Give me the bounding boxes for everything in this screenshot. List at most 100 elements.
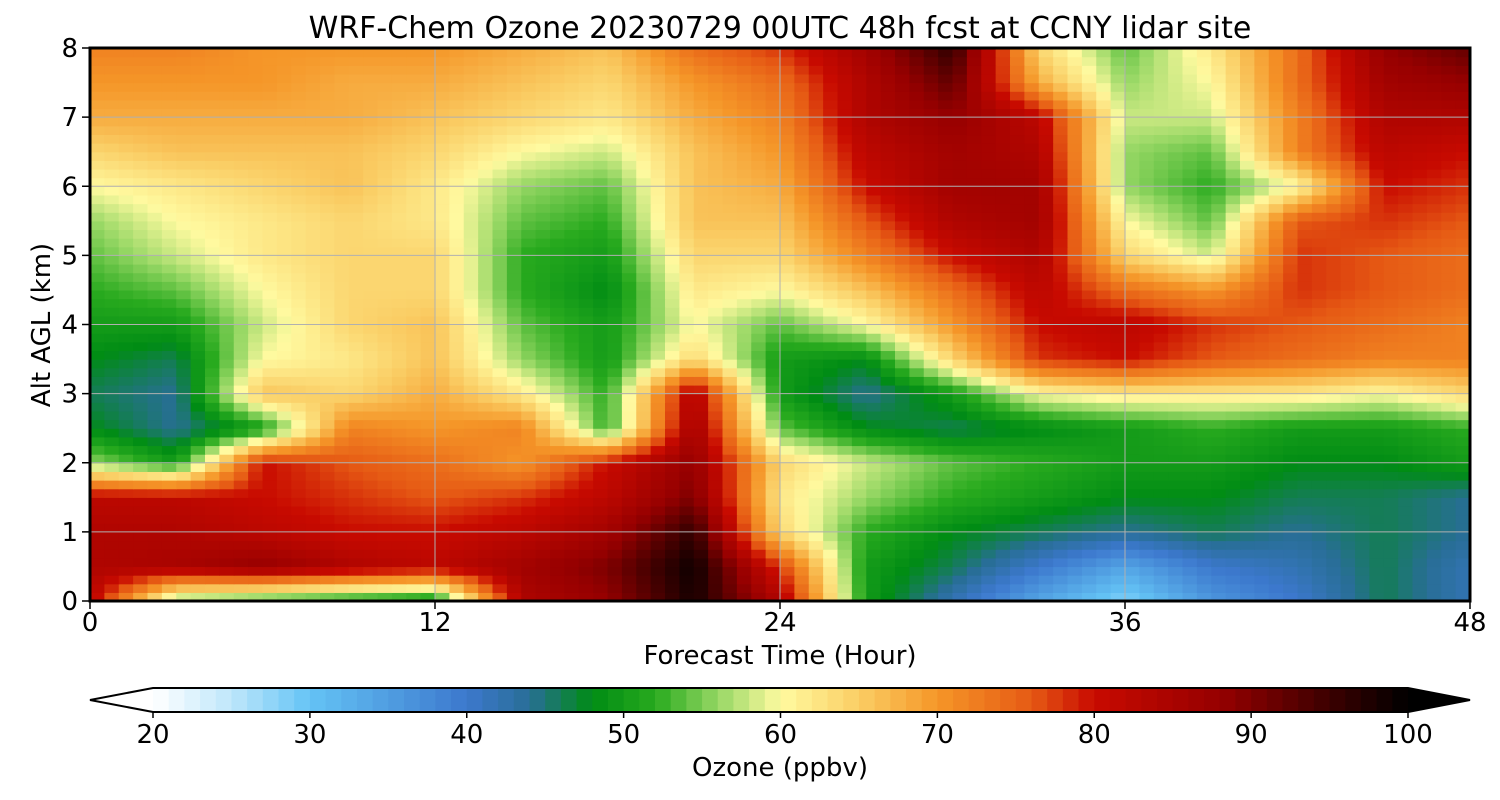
heatmap-cell — [780, 359, 795, 369]
heatmap-cell — [535, 505, 551, 516]
heatmap-cell — [593, 488, 609, 498]
heatmap-cell — [895, 160, 910, 170]
heatmap-cell — [1369, 445, 1385, 455]
heatmap-cell — [233, 583, 249, 593]
heatmap-cell — [521, 203, 537, 213]
heatmap-cell — [794, 272, 810, 282]
heatmap-cell — [1024, 523, 1040, 533]
heatmap-cell — [219, 583, 235, 593]
heatmap-cell — [262, 298, 278, 308]
heatmap-cell — [1283, 307, 1299, 317]
heatmap-cell — [995, 497, 1011, 507]
heatmap-cell — [1096, 436, 1112, 447]
heatmap-cell — [1326, 307, 1342, 317]
heatmap-cell — [880, 160, 896, 170]
heatmap-cell — [1297, 341, 1313, 352]
heatmap-cell — [765, 376, 781, 386]
heatmap-cell — [966, 393, 982, 403]
heatmap-cell — [909, 160, 925, 170]
heatmap-cell — [1110, 212, 1126, 222]
heatmap-cell — [1081, 402, 1097, 412]
heatmap-cell — [377, 384, 393, 395]
heatmap-cell — [880, 523, 896, 533]
heatmap-cell — [952, 333, 968, 343]
heatmap-cell — [205, 488, 220, 498]
heatmap-cell — [161, 264, 177, 274]
heatmap-cell — [205, 341, 220, 352]
heatmap-cell — [1412, 376, 1428, 386]
heatmap-cell — [1067, 488, 1083, 498]
heatmap-cell — [693, 462, 709, 472]
heatmap-cell — [578, 315, 594, 326]
heatmap-cell — [1182, 281, 1198, 291]
heatmap-cell — [909, 341, 925, 352]
heatmap-cell — [276, 350, 292, 360]
heatmap-cell — [808, 393, 824, 403]
heatmap-cell — [780, 151, 795, 161]
heatmap-cell — [765, 359, 781, 369]
heatmap-cell — [995, 436, 1011, 447]
heatmap-cell — [305, 367, 321, 377]
heatmap-cell — [621, 359, 637, 369]
heatmap-cell — [665, 177, 680, 187]
heatmap-cell — [377, 480, 393, 490]
heatmap-cell — [1326, 212, 1342, 222]
heatmap-cell — [607, 264, 623, 274]
heatmap-cell — [880, 177, 896, 187]
heatmap-cell — [909, 480, 925, 490]
heatmap-cell — [1426, 402, 1442, 412]
heatmap-cell — [348, 436, 364, 447]
heatmap-cell — [722, 531, 738, 542]
heatmap-cell — [1355, 194, 1370, 205]
heatmap-cell — [147, 281, 163, 291]
heatmap-cell — [952, 566, 968, 576]
heatmap-cell — [521, 471, 537, 481]
heatmap-cell — [1297, 220, 1313, 231]
heatmap-cell — [1340, 531, 1356, 542]
heatmap-cell — [1211, 505, 1227, 516]
heatmap-cell — [219, 393, 235, 403]
heatmap-cell — [1211, 151, 1227, 161]
heatmap-cell — [765, 393, 781, 403]
heatmap-cell — [1067, 583, 1083, 593]
heatmap-cell — [1038, 238, 1054, 248]
heatmap-cell — [1426, 410, 1442, 421]
heatmap-cell — [463, 324, 479, 334]
heatmap-cell — [176, 428, 192, 438]
heatmap-cell — [1240, 315, 1255, 326]
heatmap-cell — [348, 480, 364, 490]
heatmap-cell — [320, 315, 335, 326]
heatmap-cell — [837, 177, 853, 187]
heatmap-cell — [377, 505, 393, 516]
heatmap-cell — [550, 531, 565, 542]
heatmap-cell — [1139, 583, 1155, 593]
heatmap-cell — [449, 289, 465, 300]
heatmap-cell — [334, 428, 350, 438]
heatmap-cell — [780, 393, 795, 403]
heatmap-cell — [291, 194, 307, 205]
heatmap-cell — [1139, 359, 1155, 369]
heatmap-cell — [607, 384, 623, 395]
heatmap-cell — [1311, 194, 1327, 205]
heatmap-cell — [391, 177, 407, 187]
heatmap-cell — [391, 203, 407, 213]
heatmap-cell — [1240, 592, 1255, 601]
heatmap-cell — [923, 376, 939, 386]
heatmap-cell — [1412, 272, 1428, 282]
heatmap-cell — [823, 488, 839, 498]
heatmap-cell — [1297, 428, 1313, 438]
heatmap-cell — [550, 359, 565, 369]
heatmap-cell — [1053, 384, 1069, 395]
heatmap-cell — [1297, 393, 1313, 403]
heatmap-cell — [478, 540, 494, 550]
heatmap-cell — [118, 376, 134, 386]
heatmap-cell — [1283, 238, 1299, 248]
heatmap-cell — [478, 194, 494, 205]
heatmap-cell — [1125, 203, 1140, 213]
heatmap-cell — [952, 402, 968, 412]
heatmap-cell — [248, 203, 264, 213]
heatmap-cell — [104, 246, 120, 256]
heatmap-cell — [133, 575, 149, 585]
heatmap-cell — [895, 436, 910, 447]
heatmap-cell — [837, 549, 853, 559]
